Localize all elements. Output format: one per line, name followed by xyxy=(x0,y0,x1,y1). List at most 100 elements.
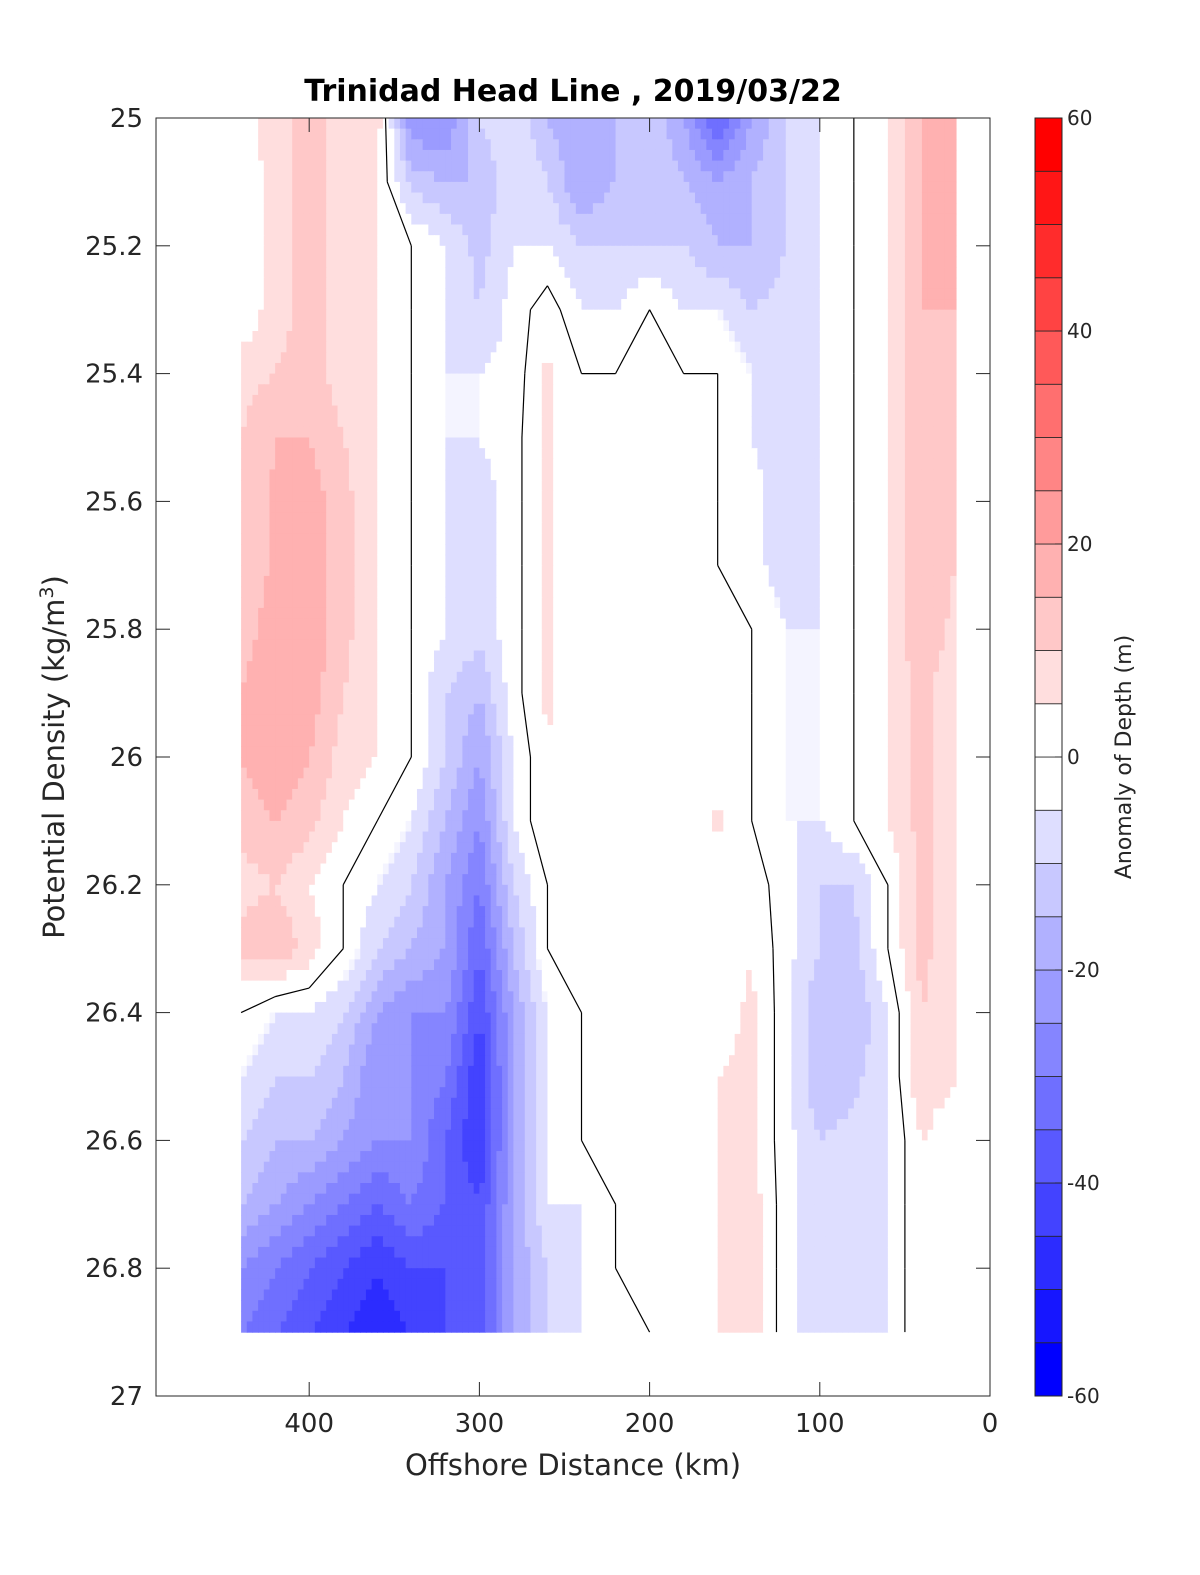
contour-fill-cell xyxy=(462,490,469,502)
contour-fill-cell xyxy=(694,480,702,492)
contour-fill-cell xyxy=(672,192,679,204)
contour-fill-cell xyxy=(950,394,957,407)
contour-fill-cell xyxy=(609,192,617,204)
contour-fill-cell xyxy=(632,448,639,460)
contour-fill-cell xyxy=(439,554,446,566)
contour-fill-cell xyxy=(530,533,537,545)
contour-fill-cell xyxy=(502,405,509,417)
contour-fill-cell xyxy=(343,224,350,236)
contour-fill-cell xyxy=(439,352,446,364)
contour-fill-cell xyxy=(921,320,929,332)
contour-fill-cell xyxy=(808,416,815,428)
contour-fill-cell xyxy=(564,341,571,353)
contour-fill-cell xyxy=(558,139,566,151)
contour-fill-cell xyxy=(797,416,804,428)
contour-fill-cell xyxy=(558,331,566,343)
contour-fill-cell xyxy=(808,118,815,130)
contour-fill-cell xyxy=(712,149,719,162)
contour-fill-cell xyxy=(655,213,662,226)
contour-fill-cell xyxy=(269,480,276,492)
contour-fill-cell xyxy=(553,458,560,471)
contour-fill-cell xyxy=(706,416,713,428)
contour-fill-cell xyxy=(587,118,594,130)
contour-fill-cell xyxy=(507,128,515,140)
contour-fill-cell xyxy=(451,139,458,151)
contour-fill-cell xyxy=(717,149,724,162)
contour-fill-cell xyxy=(938,118,946,130)
contour-fill-cell xyxy=(592,171,600,183)
contour-fill-cell xyxy=(621,341,628,353)
contour-fill-cell xyxy=(468,394,475,407)
contour-fill-cell xyxy=(660,245,668,258)
contour-fill-cell xyxy=(269,181,276,194)
contour-fill-cell xyxy=(604,320,611,332)
contour-fill-cell xyxy=(292,267,299,279)
contour-fill-cell xyxy=(853,362,861,375)
contour-fill-cell xyxy=(626,554,634,566)
contour-fill-cell xyxy=(394,288,401,300)
contour-fill-cell xyxy=(933,203,940,215)
contour-fill-cell xyxy=(831,256,838,268)
contour-fill-cell xyxy=(326,181,333,194)
contour-fill-cell xyxy=(416,203,424,215)
contour-fill-cell xyxy=(490,267,497,279)
contour-fill-cell xyxy=(439,245,446,258)
contour-fill-cell xyxy=(468,490,475,502)
contour-fill-cell xyxy=(904,437,912,449)
contour-fill-cell xyxy=(643,554,651,566)
contour-fill-cell xyxy=(479,245,486,258)
contour-fill-cell xyxy=(320,331,327,343)
contour-fill-cell xyxy=(700,224,707,236)
contour-fill-cell xyxy=(774,448,781,460)
contour-fill-cell xyxy=(252,362,259,375)
contour-fill-cell xyxy=(933,181,940,194)
contour-fill-cell xyxy=(944,394,951,407)
contour-fill-cell xyxy=(297,405,305,417)
contour-fill-cell xyxy=(643,288,651,300)
contour-fill-cell xyxy=(337,309,344,321)
contour-fill-cell xyxy=(382,245,390,258)
contour-fill-cell xyxy=(887,394,895,407)
contour-fill-cell xyxy=(553,341,560,353)
contour-fill-cell xyxy=(388,437,395,449)
contour-fill-cell xyxy=(876,352,883,364)
contour-fill-cell xyxy=(536,416,543,428)
contour-fill-cell xyxy=(802,118,810,130)
contour-fill-cell xyxy=(445,384,452,396)
contour-fill-cell xyxy=(241,118,248,130)
contour-fill-cell xyxy=(655,437,662,449)
contour-fill-cell xyxy=(904,171,912,183)
contour-fill-cell xyxy=(870,267,878,279)
contour-fill-cell xyxy=(456,554,463,566)
contour-fill-cell xyxy=(587,373,594,385)
contour-fill-cell xyxy=(473,128,480,140)
contour-fill-cell xyxy=(570,256,577,268)
contour-fill-cell xyxy=(853,224,861,236)
contour-fill-cell xyxy=(326,533,333,545)
contour-fill-cell xyxy=(496,469,503,481)
contour-fill-cell xyxy=(655,384,662,396)
contour-fill-cell xyxy=(575,192,583,204)
contour-fill-cell xyxy=(700,245,707,258)
contour-fill-cell xyxy=(717,267,724,279)
contour-fill-cell xyxy=(780,469,787,481)
contour-fill-cell xyxy=(592,554,600,566)
contour-fill-cell xyxy=(428,192,435,204)
contour-fill-cell xyxy=(677,501,685,513)
contour-fill-cell xyxy=(434,405,441,417)
contour-fill-cell xyxy=(309,373,316,385)
contour-fill-cell xyxy=(439,480,446,492)
contour-fill-cell xyxy=(337,245,344,258)
contour-fill-cell xyxy=(558,480,566,492)
contour-fill-cell xyxy=(416,490,424,502)
contour-fill-cell xyxy=(258,160,265,172)
contour-fill-cell xyxy=(825,192,832,204)
contour-fill-cell xyxy=(519,331,526,343)
contour-fill-cell xyxy=(445,277,452,289)
contour-fill-cell xyxy=(428,309,435,321)
contour-fill-cell xyxy=(729,213,736,226)
contour-fill-cell xyxy=(536,512,543,524)
contour-fill-cell xyxy=(802,309,810,321)
contour-fill-cell xyxy=(337,149,344,162)
contour-fill-cell xyxy=(331,394,339,407)
